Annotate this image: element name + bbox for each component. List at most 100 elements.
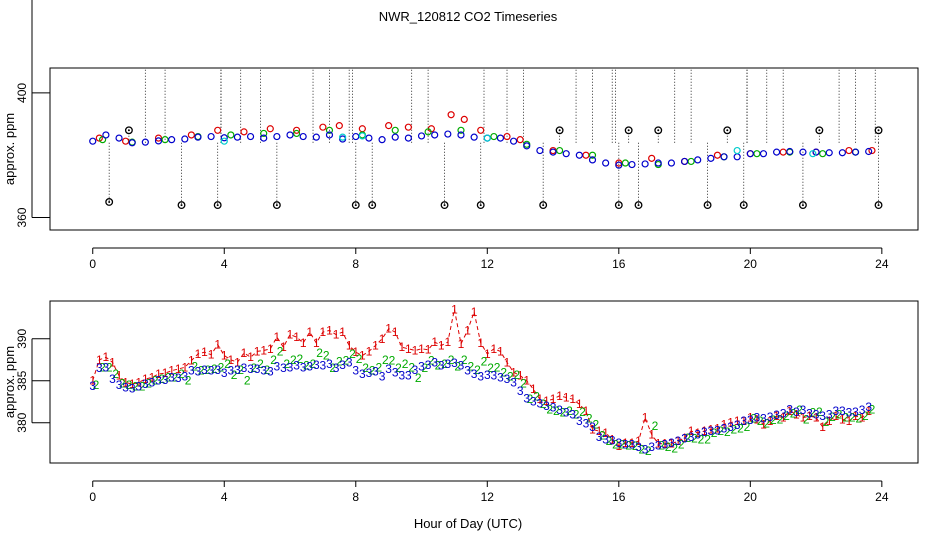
series-1-symbol: 1 xyxy=(260,344,267,358)
series-3-symbol: 3 xyxy=(734,418,741,432)
series-2-symbol: 2 xyxy=(191,359,198,373)
series-2-point xyxy=(260,129,268,138)
series-2-symbol: 2 xyxy=(382,353,389,367)
series-1-symbol: 1 xyxy=(372,338,379,352)
series-1-symbol: 1 xyxy=(642,411,649,425)
series-3-symbol: 3 xyxy=(398,369,405,383)
series-1-symbol: 1 xyxy=(839,412,846,426)
series-2-point xyxy=(753,150,761,158)
series-3-point xyxy=(733,153,741,161)
flagged-point-center xyxy=(818,129,821,132)
series-1-symbol: 1 xyxy=(622,436,629,450)
series-2-symbol: 2 xyxy=(724,425,731,439)
series-3-symbol: 3 xyxy=(648,440,655,454)
series-3-symbol: 3 xyxy=(583,417,590,431)
series-3-point xyxy=(838,149,846,157)
series-3-point xyxy=(523,142,531,150)
series-2-symbol: 2 xyxy=(816,405,823,419)
series-3-symbol: 3 xyxy=(727,420,734,434)
top-y-tick-label: 360 xyxy=(15,207,29,227)
series-2-symbol: 2 xyxy=(106,360,113,374)
series-3-symbol: 3 xyxy=(786,402,793,416)
series-2-point xyxy=(588,151,597,159)
series-2-symbol: 2 xyxy=(527,392,534,406)
series-3-symbol: 3 xyxy=(852,405,859,419)
series-1-line xyxy=(92,309,870,447)
bottom-x-tick-label: 20 xyxy=(744,490,758,504)
series-1-point xyxy=(240,128,248,136)
series-2-symbol: 2 xyxy=(546,402,553,416)
series-3-point xyxy=(694,156,702,164)
series-3-symbol: 3 xyxy=(313,358,320,372)
series-1-symbol: 1 xyxy=(116,369,123,383)
series-1-symbol: 1 xyxy=(306,325,313,339)
series-3-symbol: 3 xyxy=(227,364,234,378)
series-2-symbol: 2 xyxy=(395,361,402,375)
flagged-point-center xyxy=(220,61,222,63)
series-1-symbol: 1 xyxy=(234,355,241,369)
series-1-symbol: 1 xyxy=(517,369,524,383)
bottom-panel: approx. ppm Hour of Day (UTC) xyxy=(2,300,919,531)
series-3-point xyxy=(365,134,373,142)
series-1-symbol: 1 xyxy=(760,417,767,431)
series-2-symbol: 2 xyxy=(553,404,560,418)
flagged-point-center xyxy=(637,204,640,207)
flagged-point-center xyxy=(558,129,561,132)
series-1-symbol: 1 xyxy=(727,416,734,430)
series-1-symbol: 1 xyxy=(688,424,695,438)
series-1-symbol: 1 xyxy=(221,349,228,363)
series-3-point xyxy=(470,133,478,141)
series-3-symbol: 3 xyxy=(122,380,129,394)
series-3-point xyxy=(457,131,465,139)
series-3-point xyxy=(707,154,715,162)
series-1-symbol: 1 xyxy=(655,437,662,451)
series-2-symbol: 2 xyxy=(685,431,692,445)
series-1-symbol: 1 xyxy=(359,349,366,363)
flagged-point-center xyxy=(542,204,545,207)
flagged-point-center xyxy=(275,204,278,207)
series-2-point xyxy=(621,159,629,167)
series-3-symbol: 3 xyxy=(274,359,281,373)
series-1-symbol: 1 xyxy=(241,346,248,360)
flagged-point-center xyxy=(216,204,219,207)
series-1-symbol: 1 xyxy=(800,411,807,425)
series-1-symbol: 1 xyxy=(431,335,438,349)
series-highlight-point xyxy=(483,134,491,142)
series-2-symbol: 2 xyxy=(251,361,258,375)
series-1-symbol: 1 xyxy=(109,355,116,369)
bottom-x-tick-label: 16 xyxy=(612,490,626,504)
flagged-point-center xyxy=(127,129,130,132)
series-2-symbol: 2 xyxy=(198,364,205,378)
series-1-symbol: 1 xyxy=(247,350,254,364)
series-1-symbol: 1 xyxy=(793,407,800,421)
series-1-symbol: 1 xyxy=(398,340,405,354)
series-1-symbol: 1 xyxy=(274,330,281,344)
series-2-symbol: 2 xyxy=(500,365,507,379)
series-3-symbol: 3 xyxy=(846,406,853,420)
series-3-symbol: 3 xyxy=(688,430,695,444)
series-2-symbol: 2 xyxy=(750,412,757,426)
series-2-symbol: 2 xyxy=(809,406,816,420)
series-3-symbol: 3 xyxy=(293,359,300,373)
series-1-symbol: 1 xyxy=(181,360,188,374)
series-3-symbol: 3 xyxy=(241,361,248,375)
flagged-point xyxy=(815,126,824,135)
bottom-plot-frame xyxy=(49,300,919,464)
series-1-point xyxy=(335,122,343,130)
flagged-point xyxy=(744,58,751,65)
flagged-point-center xyxy=(657,129,660,132)
series-3-symbol: 3 xyxy=(234,363,241,377)
series-3-point xyxy=(233,133,242,141)
bottom-y-axis-label: approx. ppm xyxy=(2,346,17,418)
series-3-point xyxy=(404,134,412,142)
series-1-symbol: 1 xyxy=(681,431,688,445)
series-3-symbol: 3 xyxy=(366,366,373,380)
series-3-point xyxy=(220,134,228,142)
series-2-symbol: 2 xyxy=(264,363,271,377)
series-1-point xyxy=(477,126,485,134)
series-3-symbol: 3 xyxy=(181,370,188,384)
series-3-point xyxy=(602,159,610,167)
series-3-symbol: 3 xyxy=(444,357,451,371)
series-1-point xyxy=(713,151,722,159)
